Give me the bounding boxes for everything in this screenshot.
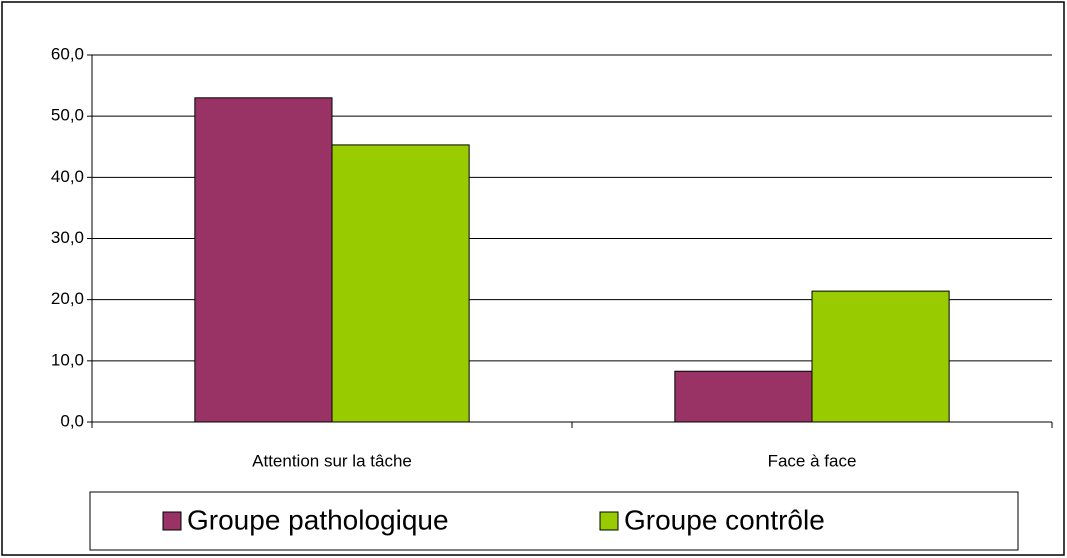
y-tick-label: 60,0 (51, 44, 84, 63)
bar (331, 144, 470, 423)
y-tick-label: 40,0 (51, 167, 84, 186)
y-tick-label: 10,0 (51, 350, 84, 369)
y-tick-label: 0,0 (60, 411, 84, 430)
legend-label: Groupe contrôle (624, 504, 825, 535)
legend-box (89, 491, 1019, 551)
bar (674, 370, 813, 423)
legend-label: Groupe pathologique (187, 504, 449, 535)
x-tick-label: Attention sur la tâche (252, 451, 412, 470)
bar (811, 290, 950, 423)
y-tick-label: 30,0 (51, 228, 84, 247)
legend-swatch (162, 511, 182, 531)
legend-swatch (599, 511, 619, 531)
y-tick-label: 20,0 (51, 289, 84, 308)
bar (194, 97, 333, 423)
y-tick-label: 50,0 (51, 106, 84, 125)
x-tick-label: Face à face (768, 451, 857, 470)
